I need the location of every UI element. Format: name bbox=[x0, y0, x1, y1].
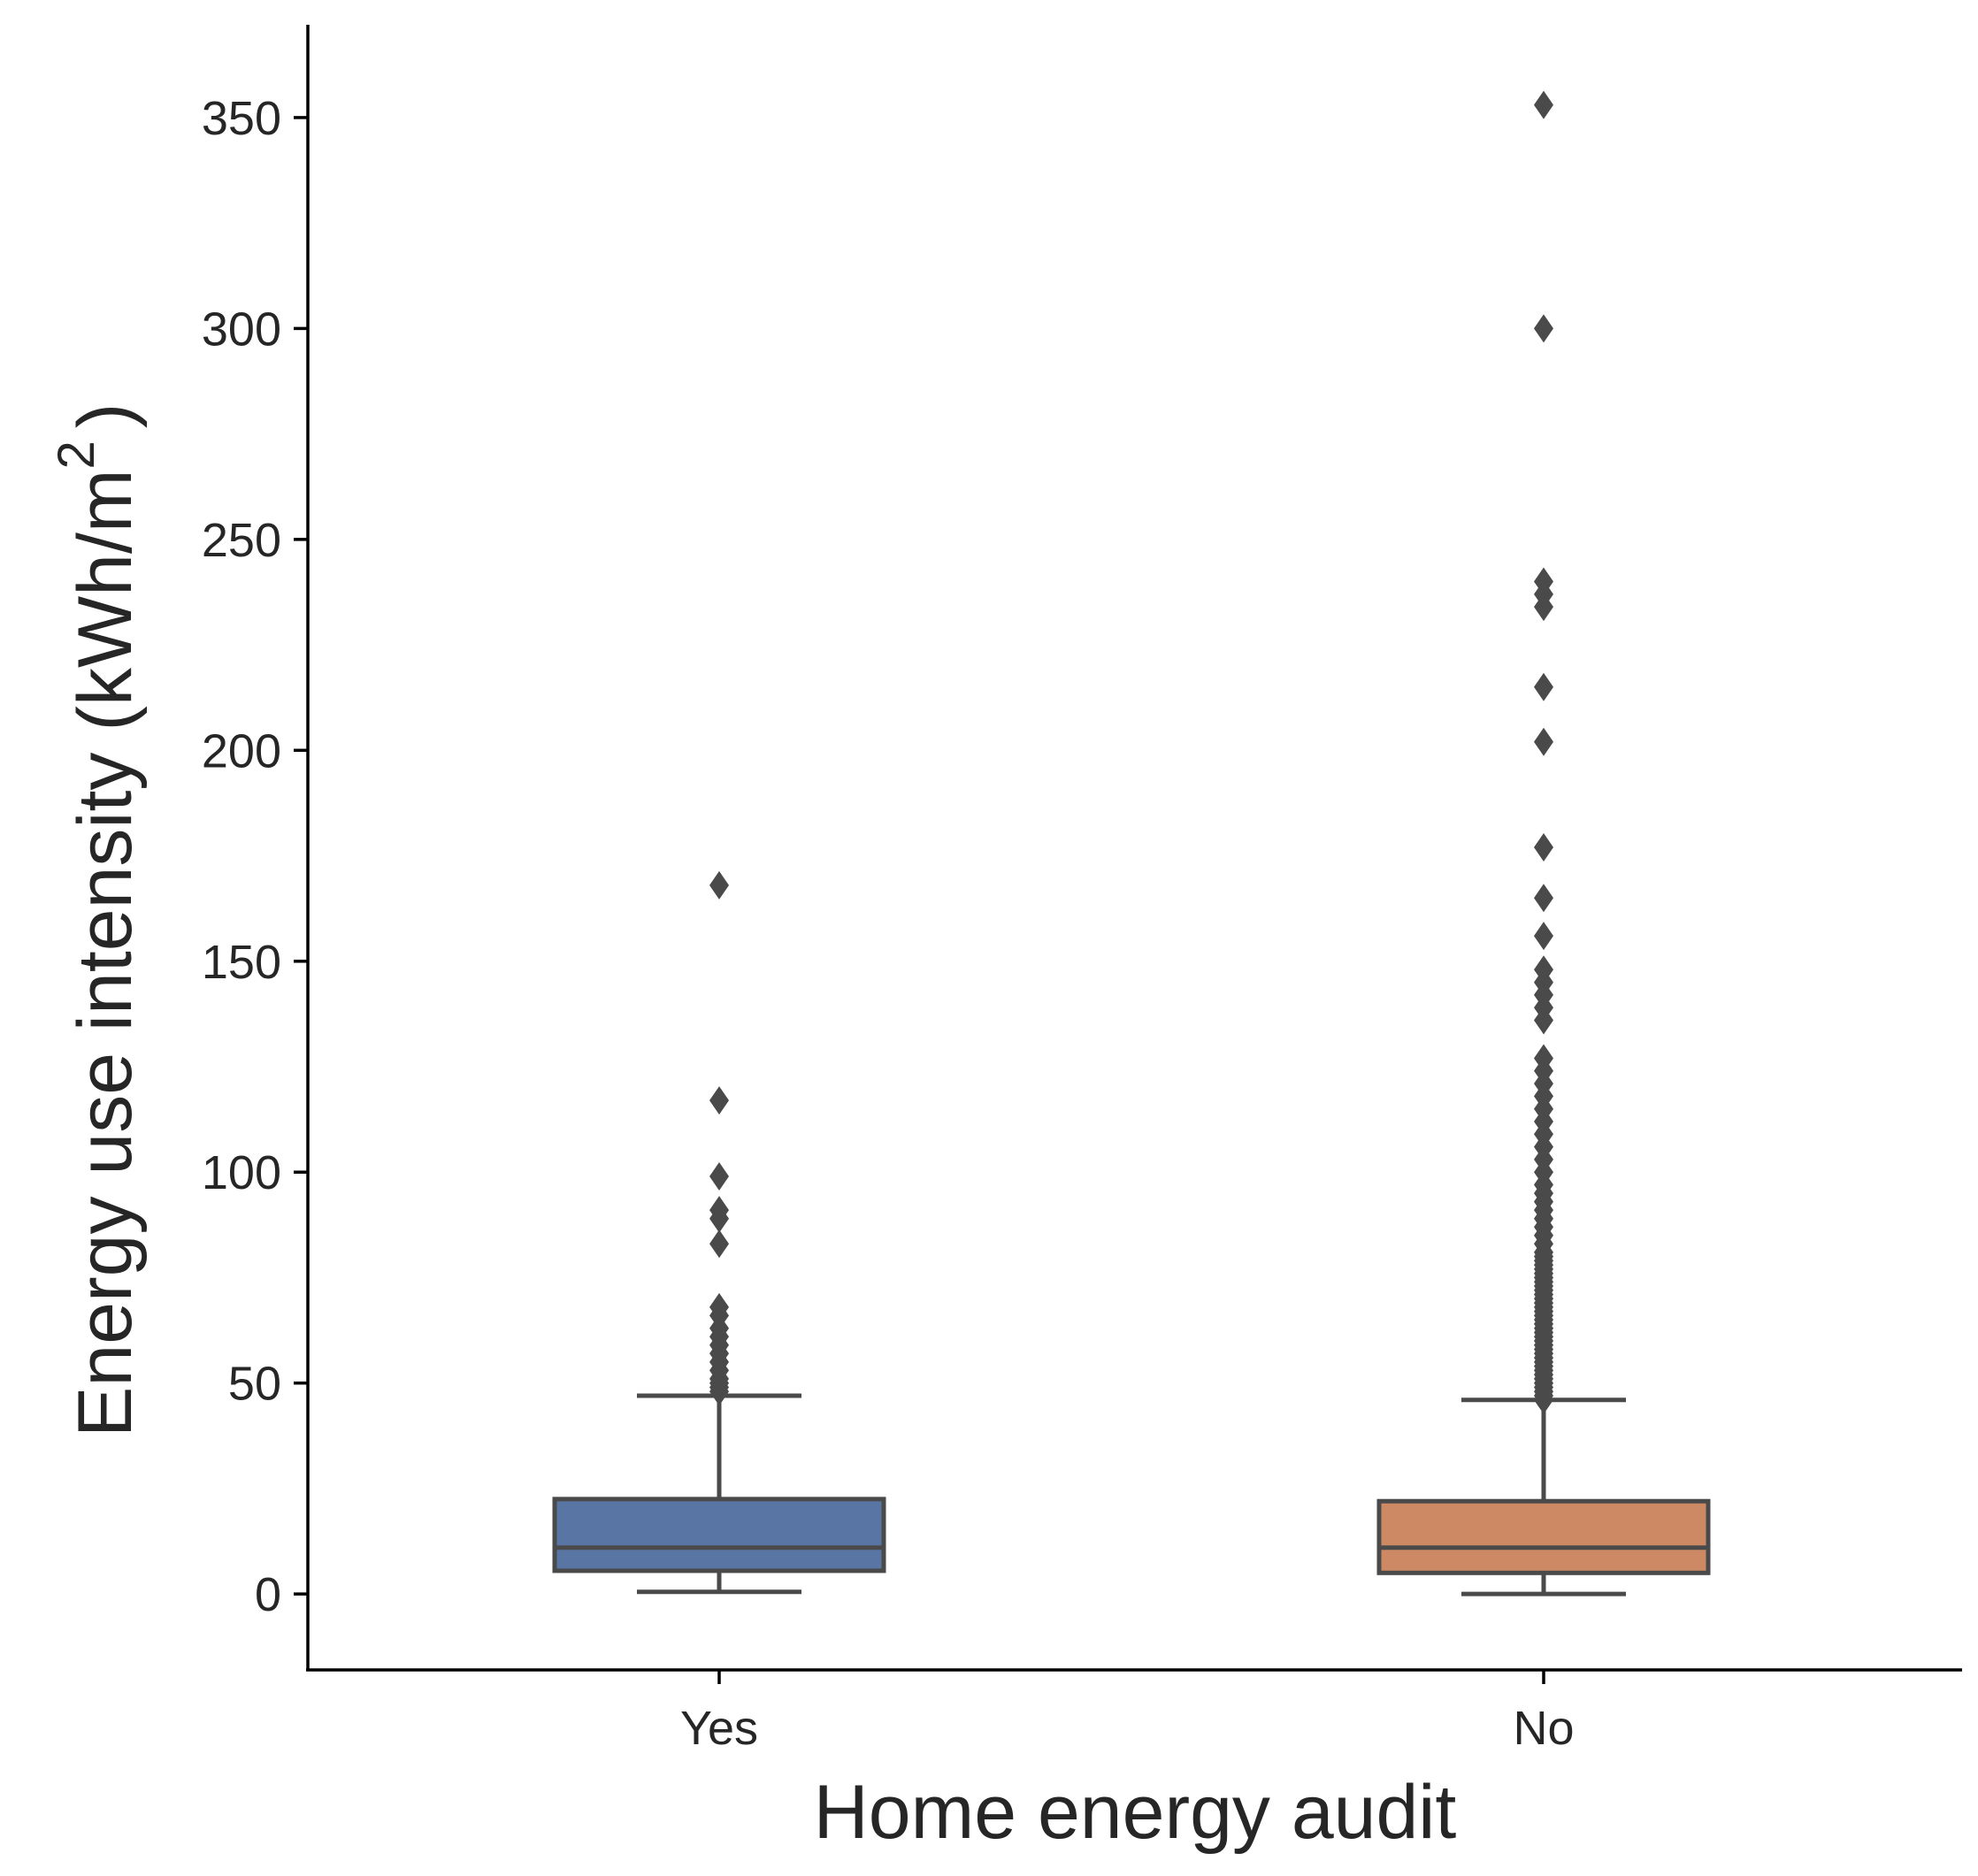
y-tick-label: 0 bbox=[255, 1568, 281, 1621]
y-tick-label: 300 bbox=[202, 302, 281, 356]
outlier-point bbox=[1534, 955, 1553, 984]
outlier-point bbox=[709, 1292, 729, 1321]
y-axis-label-main: Energy use intensity (kWh/m bbox=[63, 470, 148, 1437]
box-group-yes bbox=[552, 870, 886, 1595]
outlier-point bbox=[1534, 90, 1553, 119]
x-tick-label: No bbox=[1513, 1702, 1574, 1755]
y-tick-label: 350 bbox=[202, 92, 281, 145]
y-tick-label: 200 bbox=[202, 724, 281, 777]
plot-area bbox=[552, 90, 1711, 1597]
y-tick-label: 50 bbox=[228, 1358, 281, 1411]
outlier-point bbox=[1534, 314, 1553, 343]
outlier-point bbox=[1534, 833, 1553, 861]
x-tick-label: Yes bbox=[680, 1702, 758, 1755]
y-axis-label-suffix: ) bbox=[63, 403, 148, 429]
x-axis-ticks: Yes No bbox=[680, 1670, 1575, 1755]
outlier-point bbox=[1534, 727, 1553, 756]
outlier-point bbox=[1534, 567, 1553, 596]
iqr-box bbox=[552, 1497, 886, 1574]
iqr-box bbox=[1376, 1498, 1711, 1575]
y-axis-ticks: 0 50 100 150 200 250 300 350 bbox=[202, 92, 308, 1621]
y-axis-label: Energy use intensity (kWh/m2) bbox=[48, 403, 148, 1437]
outlier-point bbox=[1534, 1044, 1553, 1073]
outlier-point bbox=[709, 1162, 729, 1191]
outlier-point bbox=[1534, 884, 1553, 913]
outlier-point bbox=[709, 870, 729, 900]
outlier-point bbox=[1534, 922, 1553, 951]
y-tick-label: 100 bbox=[202, 1146, 281, 1199]
outlier-point bbox=[709, 1229, 729, 1259]
outlier-point bbox=[709, 1086, 729, 1115]
y-axis-label-superscript: 2 bbox=[48, 440, 105, 469]
x-axis-label: Home energy audit bbox=[814, 1770, 1457, 1855]
y-tick-label: 250 bbox=[202, 514, 281, 567]
outlier-point bbox=[709, 1196, 729, 1225]
y-tick-label: 150 bbox=[202, 936, 281, 989]
box-group-no bbox=[1376, 90, 1711, 1597]
outlier-point bbox=[1534, 672, 1553, 701]
